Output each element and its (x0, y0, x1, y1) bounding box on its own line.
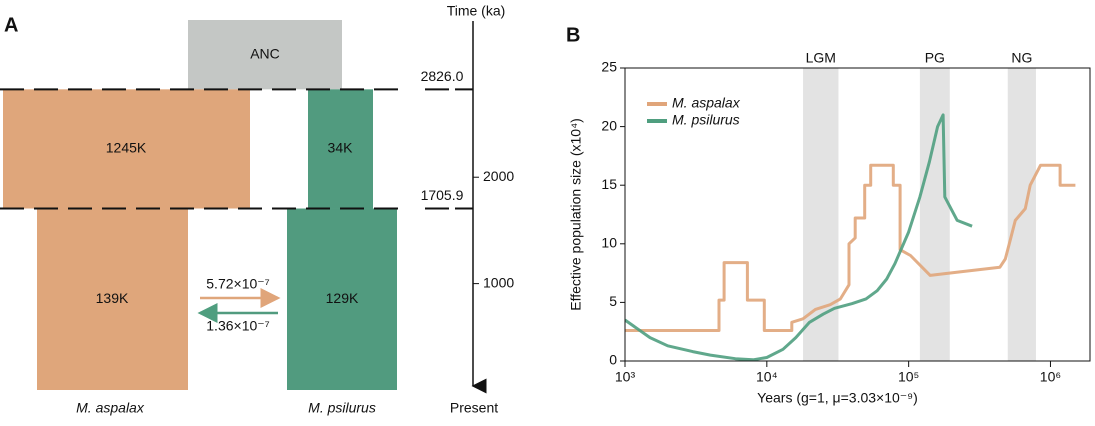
x-tick-label: 10⁵ (898, 369, 919, 385)
legend-label: M. psilurus (672, 112, 740, 128)
region-label: PG (925, 50, 945, 66)
series-line (625, 163, 1076, 332)
box-label: 129K (326, 290, 359, 306)
region-label: LGM (806, 50, 836, 66)
ancestral-box (188, 20, 342, 90)
panel-label: A (4, 14, 18, 36)
tick-label: 2000 (483, 168, 514, 184)
plot-area (625, 113, 1076, 361)
population-box (308, 89, 373, 209)
legend-label: M. aspalax (672, 95, 741, 111)
y-tick-label: 15 (601, 176, 617, 192)
axis-title: Time (ka) (447, 3, 506, 19)
x-axis-title: Years (g=1, μ=3.03×10⁻⁹) (757, 390, 918, 406)
population-name: M. aspalax (76, 400, 145, 416)
y-tick-label: 20 (601, 117, 617, 133)
y-axis-title: Effective population size (x10⁴) (568, 118, 584, 311)
region-label: NG (1011, 50, 1032, 66)
population-box (3, 89, 250, 209)
migration-label: 5.72×10⁻⁷ (206, 276, 269, 292)
y-tick-label: 10 (601, 235, 617, 251)
population-name: M. psilurus (308, 400, 376, 416)
series-line (625, 113, 973, 361)
box-label: 1245K (106, 140, 147, 156)
x-tick-label: 10⁴ (756, 369, 778, 385)
tick-label: 1000 (483, 274, 514, 290)
y-tick-label: 25 (601, 59, 617, 75)
event-label: 2826.0 (421, 68, 464, 84)
population-box (287, 208, 397, 390)
plot-frame (624, 67, 1091, 362)
y-tick-label: 5 (609, 293, 617, 309)
x-tick-label: 10³ (615, 369, 636, 385)
panel-label: B (566, 24, 580, 46)
box-label: ANC (250, 45, 280, 61)
x-tick-label: 10⁶ (1040, 369, 1061, 385)
shaded-region (919, 68, 950, 361)
axis-end-label: Present (450, 400, 498, 416)
population-box (37, 208, 188, 390)
box-label: 34K (328, 140, 354, 156)
box-label: 139K (96, 290, 129, 306)
event-label: 1705.9 (421, 187, 464, 203)
shaded-region (803, 68, 839, 361)
migration-label: 1.36×10⁻⁷ (206, 318, 269, 334)
y-tick-label: 0 (609, 352, 617, 368)
